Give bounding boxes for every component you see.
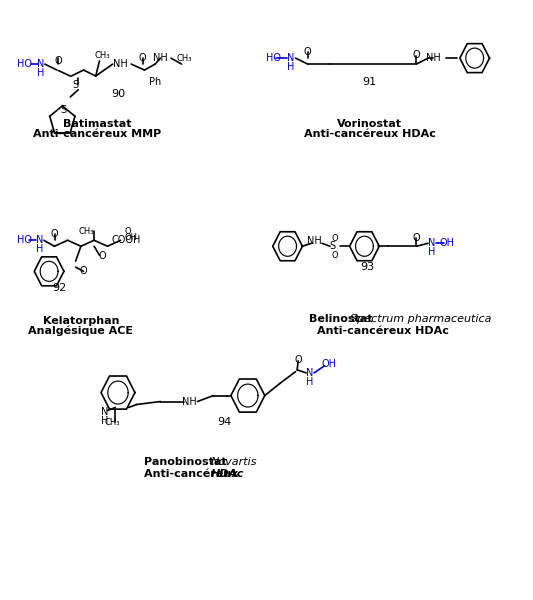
Text: N: N <box>428 238 435 248</box>
Text: OH: OH <box>125 233 138 242</box>
Text: H: H <box>306 377 313 387</box>
Text: N: N <box>101 407 108 417</box>
Text: O: O <box>98 251 106 262</box>
Text: H: H <box>36 244 43 254</box>
Text: N: N <box>306 368 313 378</box>
Text: H: H <box>428 247 435 257</box>
Text: Anti-cancéreux HDAc: Anti-cancéreux HDAc <box>317 326 449 336</box>
Text: HO: HO <box>266 53 281 63</box>
Text: O: O <box>55 56 62 66</box>
Text: NH: NH <box>306 236 321 247</box>
Text: Analgésique ACE: Analgésique ACE <box>28 326 133 337</box>
Text: Anti-cancéreux HDAc: Anti-cancéreux HDAc <box>304 129 435 139</box>
Text: Vorinostat: Vorinostat <box>337 119 402 129</box>
Text: O: O <box>303 47 311 57</box>
Text: O: O <box>332 251 338 260</box>
Text: S: S <box>329 241 336 251</box>
Text: Spectrum pharmaceutica: Spectrum pharmaceutica <box>350 314 491 324</box>
Text: Batimastat: Batimastat <box>62 119 131 129</box>
Text: Panobinostat: Panobinostat <box>144 457 231 467</box>
Text: CH₃: CH₃ <box>94 50 110 59</box>
Text: NH: NH <box>182 397 197 407</box>
Text: Belinostat: Belinostat <box>309 314 376 324</box>
Text: N: N <box>37 59 45 69</box>
Text: O: O <box>138 53 146 63</box>
Text: O: O <box>124 227 131 236</box>
Text: 90: 90 <box>111 89 125 99</box>
Text: O: O <box>412 50 419 60</box>
Text: 94: 94 <box>217 418 231 427</box>
Text: HO: HO <box>17 235 33 245</box>
Text: S: S <box>61 105 67 115</box>
Text: N: N <box>287 53 294 63</box>
Text: COOH: COOH <box>111 235 141 245</box>
Text: NH: NH <box>426 53 441 63</box>
Text: Novartis: Novartis <box>211 457 257 467</box>
Text: N: N <box>36 235 43 245</box>
Text: Ph: Ph <box>149 77 161 87</box>
Text: Anti-cancéreux MMP: Anti-cancéreux MMP <box>33 129 161 139</box>
Text: O: O <box>80 266 87 277</box>
Text: OH: OH <box>321 359 336 369</box>
Text: Anti-cancéreux: Anti-cancéreux <box>144 469 243 479</box>
Text: CH₃: CH₃ <box>176 53 192 62</box>
Text: O: O <box>412 233 419 244</box>
Text: 93: 93 <box>360 262 374 272</box>
Text: H: H <box>37 68 45 78</box>
Text: Kelatorphan: Kelatorphan <box>43 316 119 326</box>
Text: H: H <box>287 62 294 72</box>
Text: O: O <box>51 229 58 239</box>
Text: HO: HO <box>17 59 33 69</box>
Text: O: O <box>332 234 338 243</box>
Text: O: O <box>294 355 302 365</box>
Text: S: S <box>72 80 79 90</box>
Text: 91: 91 <box>362 77 377 87</box>
Text: 92: 92 <box>53 283 67 293</box>
Text: HDAc: HDAc <box>211 469 244 479</box>
Text: NH: NH <box>153 53 168 63</box>
Text: CH₃: CH₃ <box>105 418 120 427</box>
Text: OH: OH <box>439 238 454 248</box>
Text: H: H <box>101 416 108 425</box>
Text: NH: NH <box>114 59 128 69</box>
Text: CH₃: CH₃ <box>78 227 94 236</box>
